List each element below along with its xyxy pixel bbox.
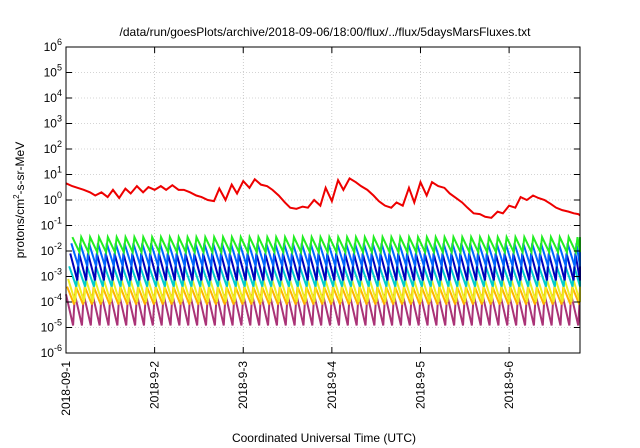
x-axis: 2018-09-1 2018-9-2 2018-9-3 2018-9-4 2018-9-… [59, 47, 516, 416]
y-tick-label: 10-4 [41, 292, 62, 309]
x-tick-label: 2018-9-2 [148, 361, 162, 409]
y-axis: 10-6 10-5 10-4 10-3 10-2 10-1 100 101 102 103 104 1… [41, 37, 580, 360]
plot-lines [65, 177, 581, 326]
y-tick-label: 10-3 [41, 267, 62, 284]
x-tick-label: 2018-9-6 [502, 361, 516, 409]
y-tick-label: 10-6 [41, 343, 62, 360]
y-tick-label: 106 [44, 37, 62, 54]
y-tick-label: 105 [44, 63, 62, 80]
spike-series-line [71, 233, 581, 256]
x-tick-label: 2018-9-3 [236, 361, 250, 409]
chart-title: /data/run/goesPlots/archive/2018-09-06/1… [120, 25, 532, 39]
y-tick-label: 102 [44, 139, 62, 156]
x-tick-label: 2018-9-4 [325, 361, 339, 409]
y-axis-label: protons/cm2-s-sr-MeV [12, 142, 27, 258]
y-tick-label: 10-5 [41, 318, 62, 335]
y-tick-label: 103 [44, 114, 62, 131]
x-tick-label: 2018-09-1 [59, 361, 73, 416]
x-axis-label: Coordinated Universal Time (UTC) [232, 431, 416, 445]
x-tick-label: 2018-9-5 [413, 361, 427, 409]
y-tick-label: 104 [44, 88, 62, 105]
y-tick-label: 101 [44, 165, 62, 182]
y-tick-label: 100 [44, 190, 62, 207]
y-tick-label: 10-1 [41, 216, 62, 233]
y-tick-label: 10-2 [41, 241, 62, 258]
series-line [65, 177, 581, 219]
